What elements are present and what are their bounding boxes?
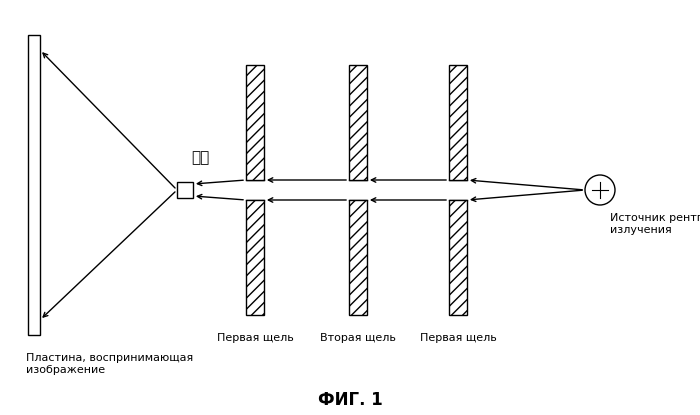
Text: Пластина, воспринимающая
изображение: Пластина, воспринимающая изображение (26, 353, 193, 375)
Bar (28, 35, 40, 335)
Bar (449, 200, 467, 315)
Circle shape (585, 175, 615, 205)
Text: Вторая щель: Вторая щель (320, 333, 396, 343)
Bar (177, 182, 193, 198)
Bar (349, 200, 367, 315)
Text: ФИГ. 1: ФИГ. 1 (318, 391, 382, 409)
Bar (246, 200, 264, 315)
Bar (449, 65, 467, 180)
Text: 試料: 試料 (191, 150, 209, 165)
Text: Первая щель: Первая щель (216, 333, 293, 343)
Text: Источник рентгеновского
излучения: Источник рентгеновского излучения (610, 213, 700, 234)
Bar (246, 65, 264, 180)
Text: Первая щель: Первая щель (419, 333, 496, 343)
Bar (349, 65, 367, 180)
